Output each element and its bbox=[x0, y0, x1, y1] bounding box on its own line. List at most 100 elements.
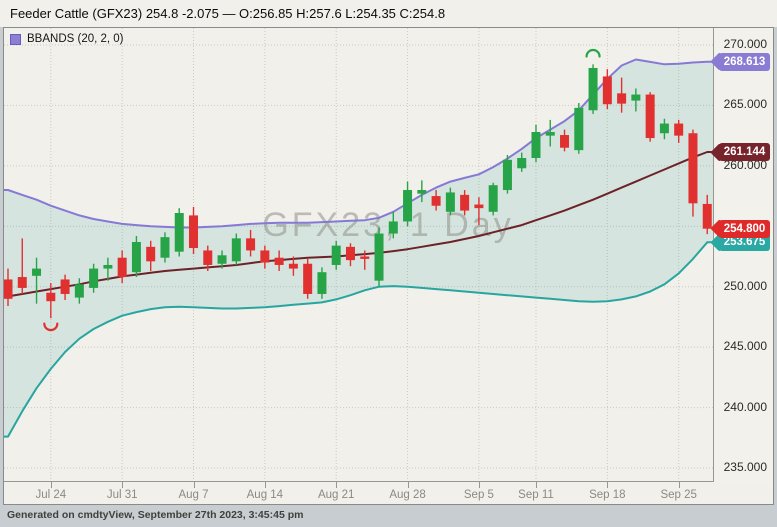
bbands-legend-label: BBANDS (20, 2, 0) bbox=[27, 33, 124, 45]
x-axis-tick-label: Jul 24 bbox=[35, 489, 67, 501]
candle-body bbox=[617, 93, 627, 104]
candle-body bbox=[146, 246, 156, 262]
trough-marker-icon bbox=[43, 322, 59, 332]
middle-band-price-badge: 261.144 bbox=[719, 143, 770, 162]
candle-body bbox=[288, 263, 298, 269]
candle-body bbox=[260, 250, 270, 263]
candle-body bbox=[74, 284, 84, 298]
candle-body bbox=[131, 241, 141, 273]
candle-body bbox=[374, 233, 384, 281]
y-axis-tick-label: 235.000 bbox=[723, 459, 767, 474]
candle-body bbox=[659, 123, 669, 134]
x-axis-tick-label: Aug 14 bbox=[246, 489, 284, 501]
candle-body bbox=[574, 107, 584, 151]
x-axis-tick-label: Sep 11 bbox=[518, 489, 554, 501]
x-axis-tick-label: Aug 7 bbox=[178, 489, 209, 501]
candle-body bbox=[645, 94, 655, 139]
candle-body bbox=[360, 256, 370, 259]
x-axis-tick bbox=[535, 482, 537, 488]
candle-body bbox=[631, 94, 641, 101]
candle-body bbox=[588, 67, 598, 111]
symbol-quote-title: Feeder Cattle (GFX23) 254.8 -2.075 — O:2… bbox=[10, 6, 446, 21]
upper-band-price-badge: 268.613 bbox=[719, 52, 770, 71]
candle-body bbox=[46, 292, 56, 302]
candle-body bbox=[32, 268, 42, 276]
candle-body bbox=[517, 158, 527, 169]
candle-body bbox=[331, 245, 341, 265]
candle-body bbox=[417, 190, 427, 194]
y-axis-tick-label: 250.000 bbox=[723, 278, 767, 293]
candle-body bbox=[388, 221, 398, 234]
candle-body bbox=[189, 215, 199, 249]
candle-body bbox=[203, 250, 213, 265]
candle-body bbox=[602, 76, 612, 105]
band-fill-area bbox=[4, 59, 713, 437]
study-legend[interactable]: BBANDS (20, 2, 0) bbox=[10, 33, 124, 45]
candle-body bbox=[474, 204, 484, 209]
candle-body bbox=[117, 257, 127, 278]
x-axis-tick-label: Sep 25 bbox=[660, 489, 697, 501]
generated-on-footer: Generated on cmdtyView, September 27th 2… bbox=[7, 509, 304, 521]
x-axis-tick bbox=[336, 482, 338, 488]
lower-band-line bbox=[4, 241, 713, 438]
candle-body bbox=[403, 190, 413, 222]
x-axis-tick bbox=[478, 482, 480, 488]
plot-area[interactable]: GFX23, 1 Day bbox=[4, 28, 713, 482]
chart-watermark: GFX23, 1 Day bbox=[262, 206, 513, 244]
candle-body bbox=[231, 238, 241, 262]
candle-body bbox=[431, 196, 441, 206]
x-axis-tick-label: Aug 28 bbox=[389, 489, 426, 501]
candle-body bbox=[4, 279, 13, 299]
x-axis-tick bbox=[678, 482, 680, 488]
candle-body bbox=[502, 159, 512, 191]
y-axis-tick-label: 270.000 bbox=[723, 37, 767, 51]
chart-panel[interactable]: BBANDS (20, 2, 0) GFX23, 1 Day 270.000 26… bbox=[3, 27, 774, 505]
candle-body bbox=[89, 268, 99, 288]
candle-body bbox=[17, 277, 27, 288]
candle-body bbox=[174, 212, 184, 252]
candlestick-series bbox=[4, 48, 712, 332]
bollinger-band-lines bbox=[4, 58, 713, 438]
candle-body bbox=[545, 132, 555, 136]
candle-body bbox=[160, 237, 170, 258]
candle-body bbox=[688, 133, 698, 204]
candle-body bbox=[445, 192, 455, 212]
x-axis-tick bbox=[193, 482, 195, 488]
middle-band-line bbox=[4, 151, 713, 298]
y-axis[interactable]: 270.000 265.000 260.000 250.000 245.000 240.0… bbox=[713, 28, 773, 482]
x-axis-tick bbox=[607, 482, 609, 488]
candle-body bbox=[317, 272, 327, 294]
candle-body bbox=[560, 135, 570, 148]
lower-band-price-badge: 253.675 bbox=[719, 233, 770, 252]
candle-body bbox=[531, 132, 541, 159]
candle-body bbox=[345, 246, 355, 261]
x-axis-tick bbox=[122, 482, 124, 488]
x-axis-tick-label: Jul 31 bbox=[106, 489, 138, 501]
y-axis-tick-label: 265.000 bbox=[723, 97, 767, 112]
x-axis-tick bbox=[264, 482, 266, 488]
chart-title-bar: Feeder Cattle (GFX23) 254.8 -2.075 — O:2… bbox=[0, 0, 777, 27]
x-axis[interactable]: Jul 24 Jul 31 Aug 7 Aug 14 Aug 21 Aug 28 Sep 5… bbox=[4, 482, 713, 504]
candle-body bbox=[460, 194, 470, 211]
candle-body bbox=[103, 264, 113, 269]
candle-body bbox=[303, 263, 313, 294]
candle-body bbox=[217, 255, 227, 264]
x-axis-tick-label: Sep 18 bbox=[589, 489, 626, 501]
y-axis-tick-label: 260.000 bbox=[723, 157, 767, 172]
bbands-swatch-icon bbox=[10, 33, 21, 45]
candle-body bbox=[274, 257, 284, 265]
last-price-badge: 254.800 bbox=[719, 219, 770, 238]
bollinger-band-fill bbox=[4, 59, 713, 437]
candle-body bbox=[488, 185, 498, 212]
x-axis-tick bbox=[407, 482, 409, 488]
x-axis-tick bbox=[50, 482, 52, 488]
candle-body bbox=[246, 238, 256, 251]
y-axis-tick-label: 245.000 bbox=[723, 339, 767, 354]
x-axis-tick-label: Aug 21 bbox=[317, 489, 355, 501]
upper-band-line bbox=[4, 58, 713, 229]
candle-body bbox=[60, 279, 70, 294]
y-axis-tick-label: 240.000 bbox=[723, 399, 767, 414]
peak-marker-icon bbox=[585, 48, 601, 58]
candle-body bbox=[674, 123, 684, 136]
